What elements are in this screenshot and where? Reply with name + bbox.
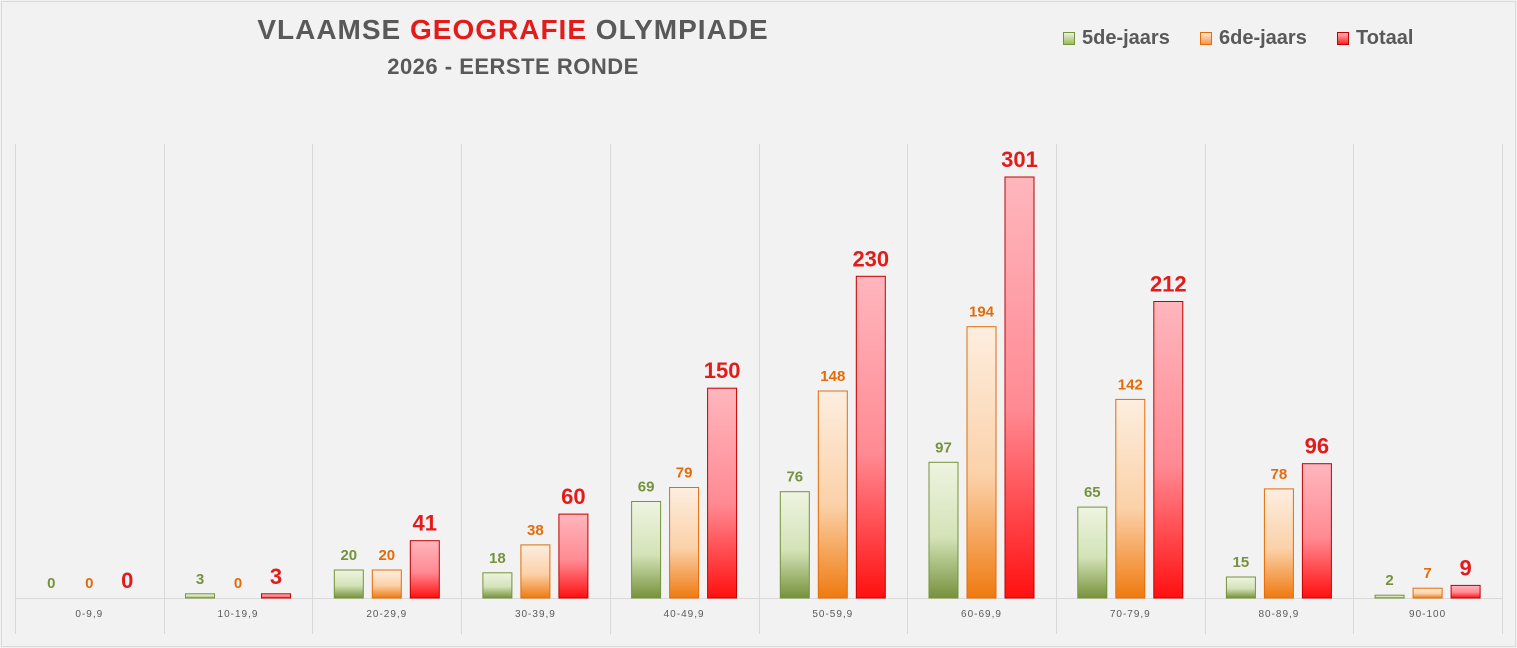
- bar-6de-jaars-8: [1263, 488, 1294, 599]
- data-label-totaal-7: 212: [1150, 272, 1187, 297]
- data-label-totaal-8: 96: [1305, 434, 1329, 459]
- data-label-totaal-2: 41: [413, 511, 437, 536]
- data-label-5de-jaars-9: 2: [1385, 572, 1393, 589]
- legend-item-5de-jaars: 5de-jaars: [1063, 27, 1170, 50]
- data-label-totaal-0: 0: [121, 568, 133, 593]
- bar-5de-jaars-9: [1374, 594, 1405, 599]
- data-label-5de-jaars-5: 76: [786, 469, 803, 486]
- legend-item-totaal: Totaal: [1337, 27, 1413, 50]
- bar-5de-jaars-7: [1077, 506, 1108, 599]
- data-label-6de-jaars-2: 20: [378, 547, 395, 564]
- bar-totaal-5: [855, 275, 886, 599]
- legend-label-5de-jaars: 5de-jaars: [1082, 27, 1170, 49]
- legend-swatch-5de-jaars: [1063, 32, 1075, 45]
- data-label-6de-jaars-7: 142: [1118, 376, 1143, 393]
- x-tick-label-3: 30-39,9: [515, 609, 556, 620]
- data-label-6de-jaars-5: 148: [820, 368, 845, 385]
- data-label-6de-jaars-9: 7: [1423, 565, 1431, 582]
- data-label-totaal-9: 9: [1459, 555, 1471, 580]
- chart-subtitle: 2026 - EERSTE RONDE: [387, 54, 639, 79]
- data-label-5de-jaars-8: 15: [1233, 554, 1250, 571]
- data-label-6de-jaars-0: 0: [85, 575, 93, 592]
- x-tick-label-0: 0-9,9: [75, 609, 103, 620]
- legend-label-totaal: Totaal: [1356, 27, 1414, 49]
- data-label-6de-jaars-4: 79: [676, 465, 693, 482]
- data-label-5de-jaars-3: 18: [489, 550, 506, 567]
- bar-5de-jaars-1: [185, 593, 215, 599]
- bar-totaal-1: [261, 593, 291, 599]
- bar-6de-jaars-5: [817, 390, 848, 599]
- chart-title-suffix: OLYMPIADE: [595, 14, 769, 45]
- data-label-totaal-5: 230: [852, 246, 889, 271]
- x-axis-ticks: 0-9,9 10-19,9 20-29,9 30-39,9 40-49,9 50-59,9…: [75, 609, 1446, 620]
- data-label-5de-jaars-2: 20: [340, 547, 357, 564]
- chart-title: VLAAMSE GEOGRAFIE OLYMPIADE: [0, 14, 1026, 46]
- bar-6de-jaars-7: [1115, 398, 1146, 599]
- bar-totaal-8: [1301, 463, 1332, 599]
- bar-totaal-3: [558, 513, 589, 599]
- data-label-totaal-6: 301: [1001, 147, 1038, 172]
- data-label-6de-jaars-6: 194: [969, 304, 995, 321]
- bar-6de-jaars-2: [371, 569, 402, 599]
- x-tick-label-1: 10-19,9: [218, 609, 259, 620]
- bar-5de-jaars-5: [779, 491, 810, 599]
- data-label-5de-jaars-7: 65: [1084, 484, 1101, 501]
- bar-6de-jaars-6: [966, 326, 997, 599]
- legend-swatch-6de-jaars: [1200, 32, 1212, 45]
- data-label-6de-jaars-3: 38: [527, 522, 544, 539]
- bar-totaal-2: [409, 540, 440, 599]
- legend-swatch-totaal: [1337, 32, 1349, 45]
- data-label-totaal-1: 3: [270, 564, 282, 589]
- data-label-5de-jaars-1: 3: [196, 571, 204, 588]
- data-label-6de-jaars-8: 78: [1271, 466, 1288, 483]
- bar-totaal-7: [1153, 301, 1184, 599]
- x-tick-label-5: 50-59,9: [812, 609, 853, 620]
- bar-6de-jaars-4: [669, 487, 700, 599]
- x-tick-label-8: 80-89,9: [1258, 609, 1299, 620]
- chart-title-prefix: VLAAMSE: [257, 14, 402, 45]
- bar-6de-jaars-9: [1412, 587, 1443, 599]
- legend-label-6de-jaars: 6de-jaars: [1219, 27, 1307, 49]
- bar-totaal-9: [1450, 584, 1481, 599]
- bar-5de-jaars-6: [928, 461, 959, 599]
- bar-5de-jaars-4: [631, 501, 662, 599]
- data-label-6de-jaars-1: 0: [234, 575, 242, 592]
- x-tick-label-4: 40-49,9: [664, 609, 705, 620]
- bar-totaal-4: [707, 387, 738, 599]
- chart-title-highlight: GEOGRAFIE: [410, 14, 588, 45]
- data-label-5de-jaars-4: 69: [638, 479, 655, 496]
- bar-5de-jaars-8: [1225, 576, 1256, 599]
- data-label-totaal-4: 150: [704, 358, 741, 383]
- x-tick-label-9: 90-100: [1409, 609, 1446, 620]
- legend-item-6de-jaars: 6de-jaars: [1200, 27, 1307, 50]
- x-tick-label-2: 20-29,9: [366, 609, 407, 620]
- bar-6de-jaars-3: [520, 544, 551, 599]
- bar-5de-jaars-3: [482, 572, 513, 599]
- bar-5de-jaars-2: [333, 569, 364, 599]
- data-label-5de-jaars-6: 97: [935, 439, 952, 456]
- data-label-totaal-3: 60: [561, 484, 585, 509]
- bars: [185, 176, 1481, 599]
- x-tick-label-7: 70-79,9: [1110, 609, 1151, 620]
- bar-totaal-6: [1004, 176, 1035, 599]
- data-label-5de-jaars-0: 0: [47, 575, 55, 592]
- x-tick-label-6: 60-69,9: [961, 609, 1002, 620]
